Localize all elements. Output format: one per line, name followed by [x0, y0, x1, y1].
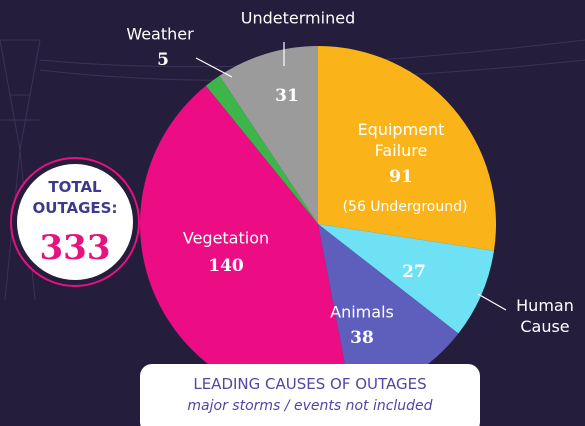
pie: [140, 46, 496, 402]
leader-line: [478, 294, 506, 310]
total-value: 333: [40, 228, 111, 268]
value-label: 31: [275, 86, 299, 106]
chart-subtitle: major storms / events not included: [140, 398, 480, 414]
value-label: 140: [208, 256, 244, 276]
category-label: Animals: [317, 302, 407, 323]
caption-box: LEADING CAUSES OF OUTAGES major storms /…: [140, 364, 480, 426]
category-label: Human Cause: [510, 295, 580, 337]
chart-title: LEADING CAUSES OF OUTAGES: [140, 375, 480, 393]
leader-line: [196, 58, 232, 77]
total-label: TOTAL OUTAGES:: [25, 177, 125, 219]
annotation: (56 Underground): [343, 199, 468, 215]
category-label: Equipment Failure: [346, 119, 456, 161]
category-label: Vegetation: [171, 228, 281, 249]
value-label: 91: [389, 167, 413, 187]
category-label: Undetermined: [228, 8, 368, 29]
value-label: 27: [402, 262, 426, 282]
value-label: 5: [157, 50, 169, 70]
infographic: TOTAL OUTAGES: 333 LEADING CAUSES OF OUT…: [0, 0, 585, 426]
value-label: 38: [350, 328, 374, 348]
category-label: Weather: [115, 24, 205, 45]
